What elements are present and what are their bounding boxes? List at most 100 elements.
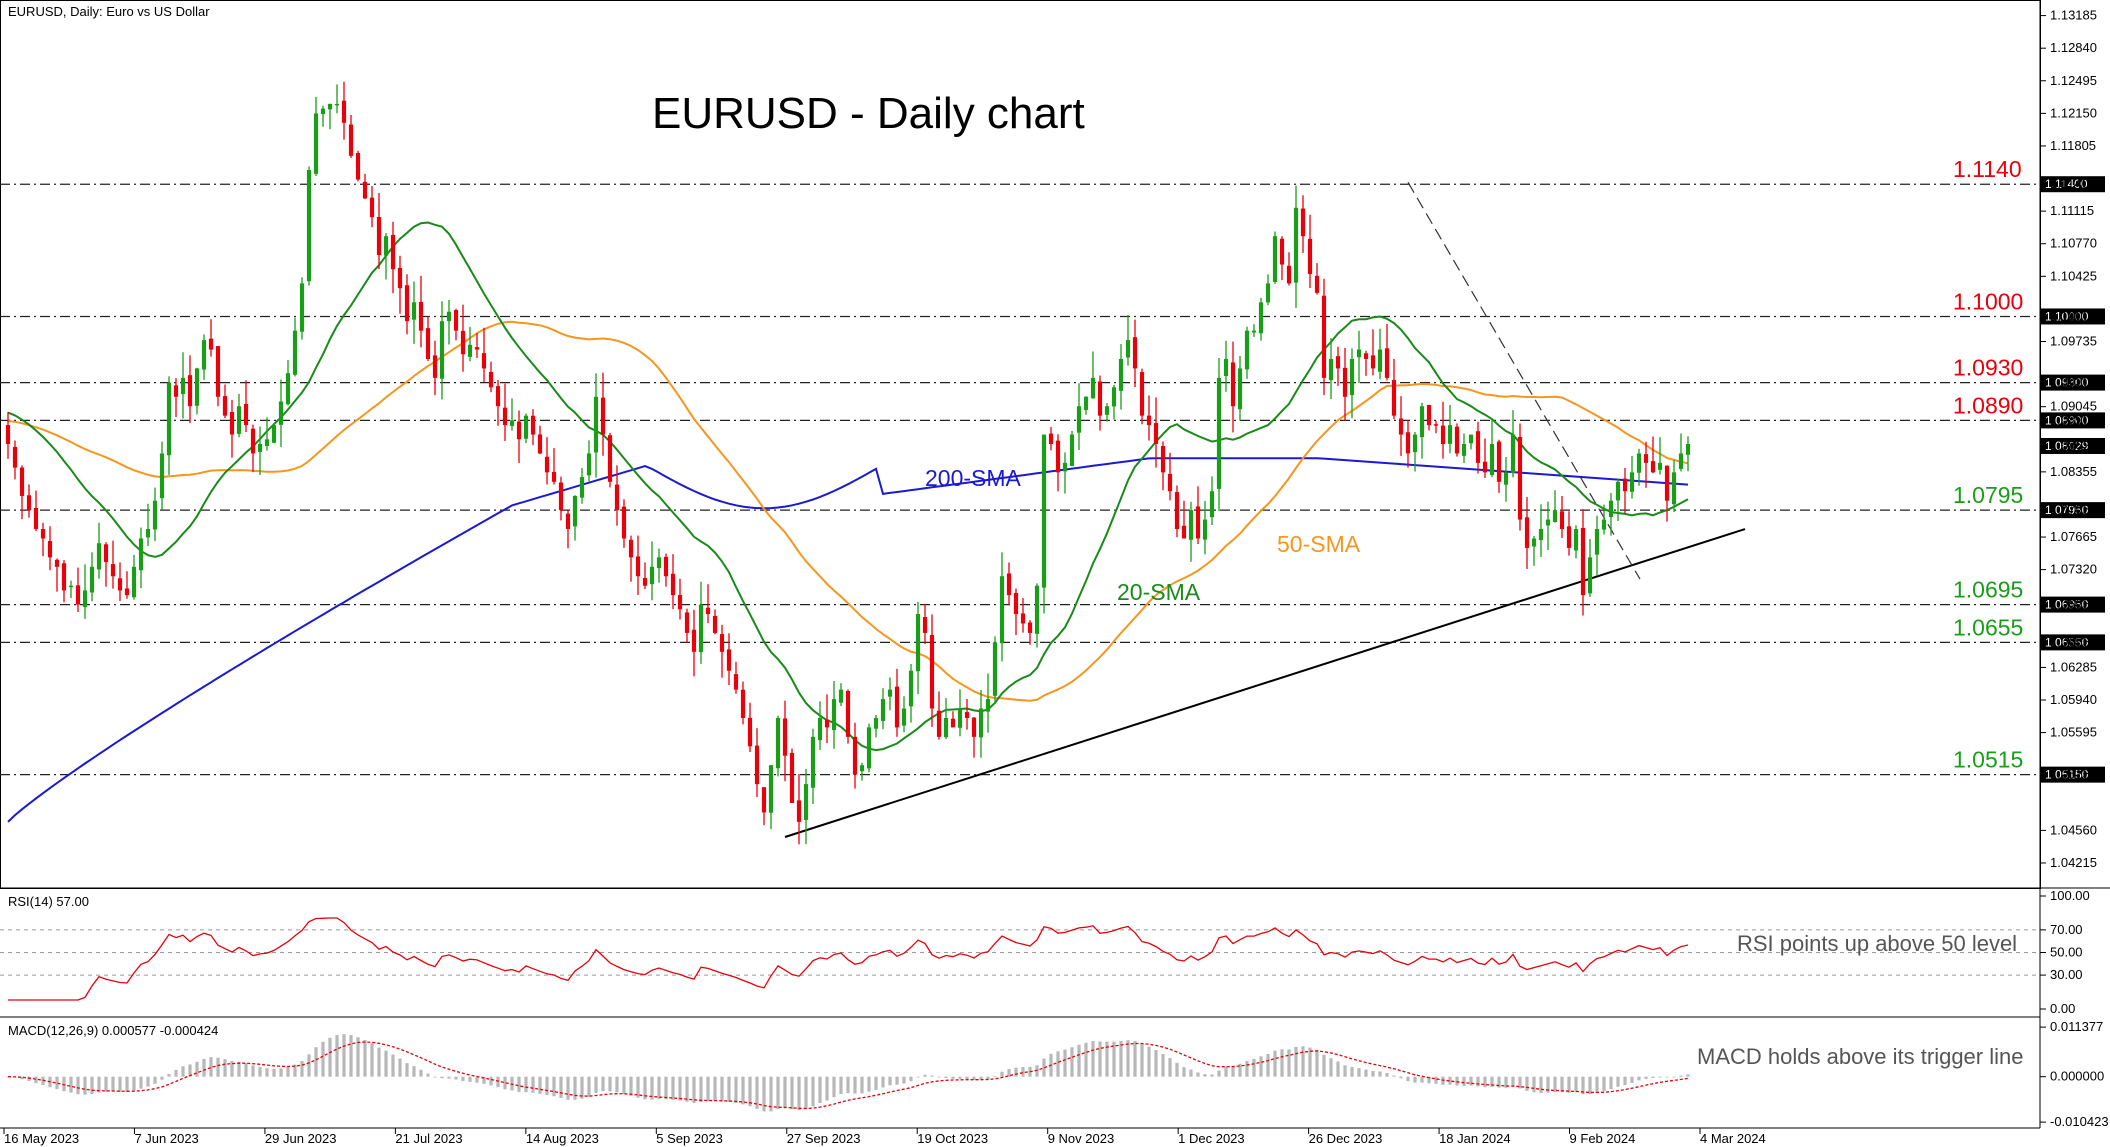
- candle-body: [1216, 377, 1222, 489]
- rsi-pane: 100.00 70.00 50.00 30.00 0.00: [0, 888, 2090, 1016]
- candle-body: [1559, 511, 1565, 530]
- candle-body: [124, 588, 130, 596]
- macd-bar: [1294, 1046, 1298, 1077]
- candle-body: [1538, 529, 1544, 541]
- candle-body: [1188, 510, 1194, 540]
- candle-body: [1237, 368, 1243, 410]
- candle-body: [782, 718, 788, 756]
- candle-body: [82, 590, 88, 608]
- macd-bar: [629, 1076, 633, 1096]
- macd-bar: [83, 1076, 87, 1095]
- macd-bar: [636, 1076, 640, 1098]
- level-axis-tag-text: 1.06950: [2045, 598, 2089, 612]
- date-tick: 29 Jun 2023: [265, 1131, 337, 1146]
- macd-bar: [34, 1076, 38, 1084]
- candle-body: [768, 765, 774, 813]
- candle-body: [362, 181, 368, 199]
- sma-50-path: [7, 320, 1689, 702]
- candle-body: [712, 615, 718, 633]
- macd-bar: [1203, 1074, 1207, 1077]
- price-tick: 1.05150: [2050, 767, 2097, 782]
- candle-body: [992, 642, 998, 696]
- macd-bar: [1224, 1066, 1228, 1077]
- candle-body: [1300, 208, 1306, 237]
- level-axis-tag-text: 1.05150: [2045, 768, 2089, 782]
- price-tick: 1.05595: [2050, 725, 2097, 740]
- macd-bar: [1518, 1076, 1522, 1089]
- candle-body: [1356, 349, 1362, 358]
- candle-body: [1566, 526, 1572, 548]
- macd-bar: [1588, 1076, 1592, 1095]
- candle-body: [1433, 424, 1439, 426]
- macd-bar: [1063, 1049, 1067, 1077]
- macd-bar: [643, 1076, 647, 1100]
- macd-bar: [615, 1076, 619, 1093]
- candle-body: [446, 311, 452, 322]
- macd-signal-path: [7, 1041, 1689, 1110]
- macd-bar: [517, 1076, 521, 1093]
- macd-bar: [755, 1076, 759, 1109]
- macd-bar: [538, 1076, 542, 1094]
- macd-bar: [1014, 1067, 1018, 1077]
- candle-body: [1069, 434, 1075, 466]
- candle-body: [873, 717, 879, 729]
- candle-body: [698, 604, 704, 653]
- macd-bar: [776, 1076, 780, 1110]
- candle-body: [649, 566, 655, 585]
- candle-body: [817, 717, 823, 741]
- candle-body: [1335, 356, 1341, 369]
- macd-bar: [1420, 1076, 1424, 1083]
- date-tick: 4 Mar 2024: [1700, 1131, 1766, 1146]
- candle-body: [138, 538, 144, 571]
- macd-bar: [1560, 1076, 1564, 1093]
- candle-body: [1146, 415, 1152, 426]
- sma-50-line: [7, 320, 1689, 702]
- macd-bar: [748, 1076, 752, 1107]
- macd-bar: [1364, 1069, 1368, 1077]
- date-tick: 16 May 2023: [4, 1131, 79, 1146]
- macd-bar: [447, 1076, 451, 1079]
- macd-bar: [1196, 1072, 1200, 1077]
- candle-body: [1650, 461, 1656, 473]
- macd-bar: [650, 1076, 654, 1100]
- candle-body: [1468, 434, 1474, 444]
- macd-bar: [440, 1076, 444, 1079]
- candle-body: [530, 415, 536, 435]
- candle-body: [1321, 295, 1327, 378]
- candle-body: [852, 736, 858, 775]
- macd-bar: [1329, 1058, 1333, 1077]
- macd-bar: [286, 1067, 290, 1077]
- macd-bar: [993, 1076, 997, 1078]
- macd-bar: [153, 1076, 157, 1084]
- macd-bar: [377, 1047, 381, 1077]
- macd-bar: [1322, 1054, 1326, 1077]
- price-tick: 1.13185: [2050, 8, 2097, 23]
- macd-bar: [902, 1076, 906, 1084]
- macd-bar: [20, 1076, 24, 1080]
- candle-body: [551, 471, 557, 482]
- macd-bar: [1609, 1076, 1613, 1090]
- macd-bar: [1287, 1049, 1291, 1077]
- macd-bar: [601, 1076, 605, 1092]
- candle-body: [740, 689, 746, 718]
- candle-body: [901, 708, 907, 726]
- candle-body: [1678, 453, 1684, 469]
- candle-body: [5, 425, 11, 444]
- candle-body: [1160, 446, 1166, 473]
- candle-body: [306, 170, 312, 282]
- candle-body: [75, 585, 81, 605]
- macd-bar: [1042, 1058, 1046, 1077]
- macd-bar: [804, 1076, 808, 1110]
- candle-body: [334, 103, 340, 106]
- macd-bar: [671, 1076, 675, 1100]
- candle-body: [1132, 337, 1138, 369]
- macd-bar: [594, 1076, 598, 1093]
- macd-bar: [587, 1076, 591, 1097]
- macd-bar: [1462, 1076, 1466, 1086]
- macd-bar: [986, 1076, 990, 1079]
- candle-body: [145, 529, 151, 538]
- macd-bar: [489, 1076, 493, 1086]
- macd-bar: [867, 1076, 871, 1092]
- macd-bar: [1378, 1071, 1382, 1077]
- macd-bar: [713, 1076, 717, 1102]
